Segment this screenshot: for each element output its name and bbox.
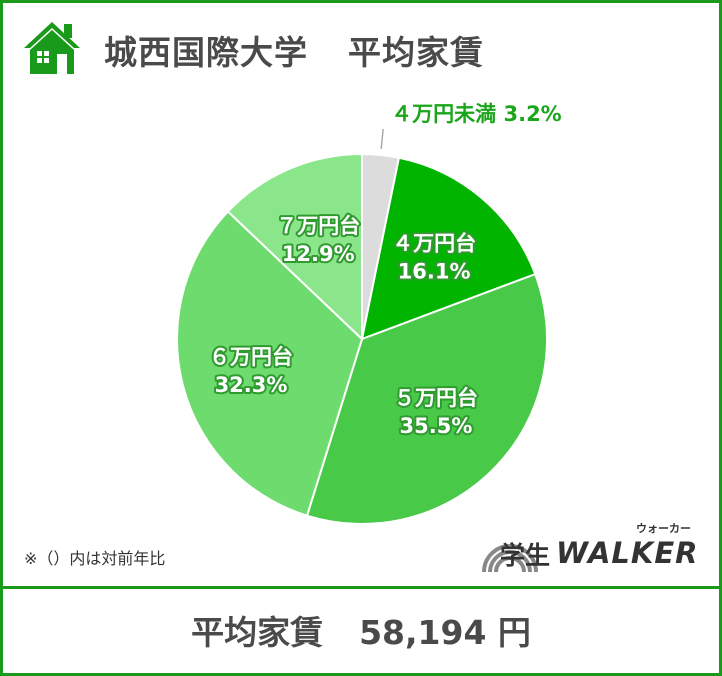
slice-category-label: ７万円台 [276, 214, 360, 238]
slice-value-label: 12.9% [282, 242, 355, 266]
pie-slice [176, 210, 364, 517]
page-title: 城西国際大学 平均家賃 [104, 26, 484, 74]
average-rent-value: 58,194 円 [359, 613, 531, 652]
callout-line [380, 128, 384, 150]
slice-value-label: 16.1% [398, 260, 471, 284]
slice-category-label: ６万円台 [209, 345, 293, 369]
rent-pie-chart: ４万円未満 3.2% ４万円台 16.1% ５万円台 35.5% ６万円台 32.3% ７万円… [176, 102, 562, 525]
average-rent-label: 平均家賃 [191, 613, 324, 652]
logo-gakusei: 学生 [500, 541, 551, 570]
slice-value-label: 35.5% [400, 414, 473, 438]
logo-brand: WALKER [556, 536, 699, 570]
house-icon [24, 22, 80, 74]
slice-value-label: 32.3% [215, 373, 288, 397]
pie-slice [226, 152, 363, 342]
footer-divider [0, 586, 722, 589]
footnote: ※（）内は対前年比 [24, 549, 166, 568]
gakusei-walker-logo [482, 544, 538, 573]
pie-slice [360, 156, 537, 341]
slice-label: ４万円未満 3.2% [391, 102, 562, 126]
pie-slice [305, 272, 548, 525]
slice-category-label: ５万円台 [394, 386, 478, 410]
average-rent-summary: 平均家賃 58,194 円 [0, 606, 722, 654]
slice-category-label: ４万円台 [392, 232, 476, 256]
logo-kana: ウォーカー [636, 522, 691, 535]
university-name: 城西国際大学 [104, 33, 308, 72]
title-subject: 平均家賃 [348, 33, 484, 72]
